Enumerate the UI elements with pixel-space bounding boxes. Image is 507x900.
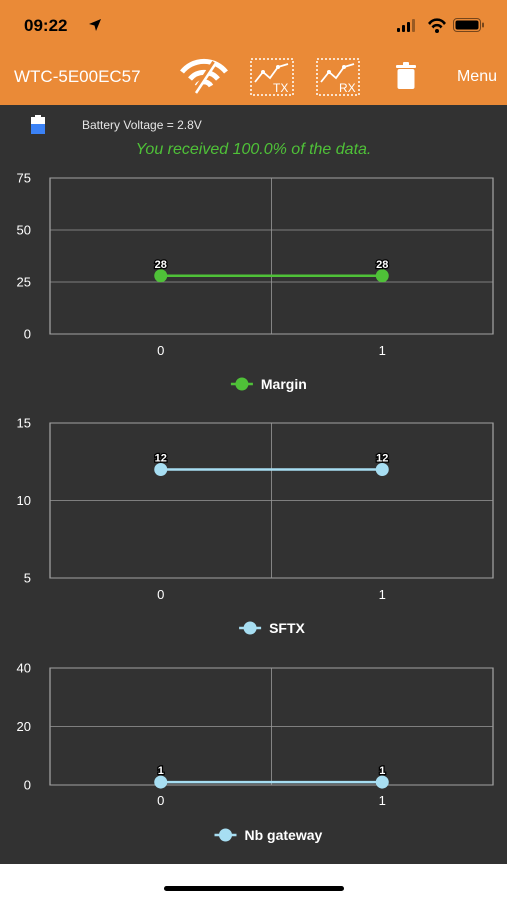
data-point [375,775,389,789]
tx-chart-icon: TX [250,58,294,96]
device-name: WTC-5E00EC57 [14,67,141,86]
y-tick-label: 25 [17,275,31,290]
x-tick-label: 0 [157,343,164,358]
tx-label: TX [273,81,288,95]
app-header [0,0,507,105]
legend: Margin [230,376,307,392]
bottom-bar [0,864,507,900]
data-received-message: You received 100.0% of the data. [135,141,372,158]
wifi-icon [428,18,446,33]
data-label: 12 [155,453,167,465]
data-label: 1 [379,765,385,777]
data-label: 28 [376,259,388,271]
no-signal-icon[interactable] [178,58,230,94]
cellular-signal-icon [397,19,415,32]
data-point [154,463,168,476]
legend-marker [219,828,232,842]
status-icons [397,17,487,38]
legend: SFTX [239,620,306,636]
trash-icon[interactable] [394,62,418,90]
legend-marker [243,621,257,635]
rx-chart-icon: RX [316,58,360,96]
x-tick-label: 0 [157,793,164,808]
chart-3: 0 20 40 0 1 1 1 Nb gateway [17,661,494,843]
y-tick-label: 15 [17,416,31,431]
x-tick-label: 1 [379,587,386,602]
chart-2: 5 10 15 0 1 12 12 SFTX [17,416,494,636]
data-point [154,775,168,789]
tx-chart-button[interactable]: TX [250,58,294,96]
y-tick-label: 10 [17,493,31,508]
legend-label: SFTX [269,620,305,636]
status-time: 09:22 [24,16,68,35]
battery-level-icon [31,115,45,134]
data-label: 28 [155,259,167,271]
chart-1: 0 25 50 75 0 1 28 28 Margin [17,171,494,392]
data-point [375,463,389,476]
y-tick-label: 40 [17,661,31,676]
battery-status-icon [453,18,484,32]
rx-chart-button[interactable]: RX [316,58,360,96]
y-tick-label: 75 [17,171,31,186]
y-tick-label: 0 [24,778,31,793]
y-tick-label: 50 [17,223,31,238]
rx-label: RX [339,81,356,95]
location-arrow-icon [89,19,101,31]
chart-area [0,105,507,864]
data-point [154,269,168,283]
legend-label: Nb gateway [245,827,323,843]
x-tick-label: 1 [379,343,386,358]
data-point [375,269,389,283]
home-indicator[interactable] [164,886,344,891]
x-tick-label: 1 [379,793,386,808]
legend-marker [235,377,249,391]
data-label: 1 [158,765,164,777]
battery-voltage-text: Battery Voltage = 2.8V [82,118,202,132]
y-tick-label: 5 [24,571,31,586]
legend: Nb gateway [214,827,323,843]
x-tick-label: 0 [157,587,164,602]
data-label: 12 [376,453,388,465]
y-tick-label: 20 [17,719,31,734]
y-tick-label: 0 [24,327,31,342]
legend-label: Margin [261,376,307,392]
menu-button[interactable]: Menu [456,68,497,85]
